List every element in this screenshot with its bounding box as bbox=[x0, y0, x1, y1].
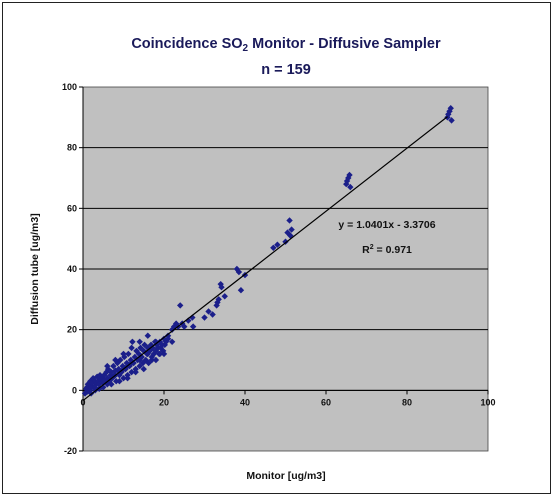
data-point bbox=[113, 378, 120, 385]
x-tick-label: 60 bbox=[321, 397, 331, 407]
data-point bbox=[144, 332, 151, 339]
data-point bbox=[116, 378, 123, 385]
data-point bbox=[288, 226, 295, 233]
data-point bbox=[181, 323, 188, 330]
data-point bbox=[159, 347, 167, 355]
data-point bbox=[447, 105, 454, 112]
scatter-chart: Coincidence SO2 Monitor - Diffusive Samp… bbox=[29, 36, 496, 482]
y-tick-label: 100 bbox=[62, 82, 77, 92]
data-point bbox=[160, 350, 168, 358]
data-point bbox=[132, 368, 139, 376]
y-tick-label: 0 bbox=[72, 385, 77, 395]
data-point bbox=[177, 302, 184, 309]
data-point bbox=[128, 344, 135, 352]
data-point bbox=[91, 384, 99, 391]
data-point bbox=[170, 323, 178, 330]
r-squared-superscript: 2 bbox=[370, 244, 374, 251]
data-point bbox=[87, 384, 95, 392]
x-tick-label: 20 bbox=[159, 397, 169, 407]
data-point bbox=[345, 174, 352, 182]
data-point bbox=[123, 359, 130, 367]
data-point bbox=[235, 268, 243, 276]
x-axis-label: Monitor [ug/m3] bbox=[246, 470, 325, 482]
x-tick-label: 80 bbox=[402, 397, 412, 407]
trendline bbox=[82, 116, 448, 402]
data-point bbox=[128, 368, 135, 376]
data-point bbox=[270, 244, 277, 251]
data-point bbox=[164, 335, 172, 342]
chart-frame: Coincidence SO2 Monitor - Diffusive Samp… bbox=[2, 2, 551, 494]
data-point bbox=[346, 171, 353, 179]
data-point bbox=[112, 356, 119, 364]
data-point bbox=[189, 323, 197, 330]
data-point bbox=[140, 347, 147, 355]
data-point bbox=[448, 117, 455, 124]
data-point bbox=[445, 111, 452, 118]
data-point bbox=[286, 217, 293, 224]
data-point bbox=[124, 375, 131, 382]
x-tick-label: 40 bbox=[240, 397, 250, 407]
data-point bbox=[148, 356, 156, 364]
data-point bbox=[215, 296, 222, 303]
y-tick-label: 40 bbox=[67, 264, 77, 274]
data-point bbox=[144, 350, 151, 358]
data-point bbox=[156, 350, 164, 358]
data-point bbox=[103, 368, 110, 376]
data-point bbox=[104, 362, 111, 370]
data-point bbox=[161, 341, 169, 349]
chart-subtitle: n = 159 bbox=[261, 62, 311, 78]
data-point bbox=[129, 338, 136, 345]
r-squared-label: R2 = 0.971 bbox=[362, 244, 412, 256]
r-squared-value: = 0.971 bbox=[374, 244, 412, 256]
data-point bbox=[168, 338, 176, 345]
trendline-equation: y = 1.0401x - 3.3706 bbox=[338, 219, 435, 231]
chart-title: Coincidence SO2 Monitor - Diffusive Samp… bbox=[131, 36, 441, 54]
data-point bbox=[287, 232, 294, 239]
data-point bbox=[125, 350, 132, 358]
data-point bbox=[347, 183, 354, 191]
data-point bbox=[185, 317, 192, 324]
x-tick-labels: 0 20 40 60 80 100 bbox=[80, 397, 495, 407]
data-point bbox=[120, 350, 127, 358]
data-point bbox=[120, 375, 127, 382]
data-point bbox=[96, 375, 103, 382]
r-squared-prefix: R bbox=[362, 244, 370, 256]
data-point bbox=[152, 338, 160, 345]
data-point bbox=[108, 381, 115, 388]
data-point bbox=[205, 308, 212, 315]
data-point bbox=[140, 365, 147, 373]
data-point bbox=[221, 293, 228, 300]
y-tick-label: 20 bbox=[67, 325, 77, 335]
x-tick-label: 0 bbox=[80, 397, 85, 407]
data-point bbox=[201, 314, 208, 321]
data-point bbox=[108, 368, 115, 376]
x-tick-label: 100 bbox=[480, 397, 495, 407]
data-point bbox=[218, 284, 225, 291]
data-point bbox=[160, 335, 168, 342]
y-tick-label: 80 bbox=[67, 143, 77, 153]
data-point bbox=[149, 344, 156, 352]
data-point bbox=[117, 356, 124, 364]
data-point bbox=[237, 287, 245, 294]
data-point bbox=[110, 362, 117, 370]
chart-title-subscript: 2 bbox=[243, 43, 249, 54]
y-tick-label: 60 bbox=[67, 203, 77, 213]
y-tick-labels: -20 0 20 40 60 80 100 bbox=[62, 82, 77, 456]
data-point bbox=[209, 311, 216, 318]
chart-title-main: Coincidence SO bbox=[131, 36, 242, 52]
chart-title-rest: Monitor - Diffusive Sampler bbox=[248, 36, 441, 52]
data-point bbox=[136, 356, 143, 364]
y-tick-label: -20 bbox=[64, 446, 77, 456]
data-point bbox=[446, 108, 453, 115]
data-point bbox=[136, 338, 143, 345]
data-point bbox=[152, 356, 160, 364]
y-axis-label: Diffusion tube [ug/m3] bbox=[29, 213, 41, 324]
data-point bbox=[274, 241, 281, 248]
